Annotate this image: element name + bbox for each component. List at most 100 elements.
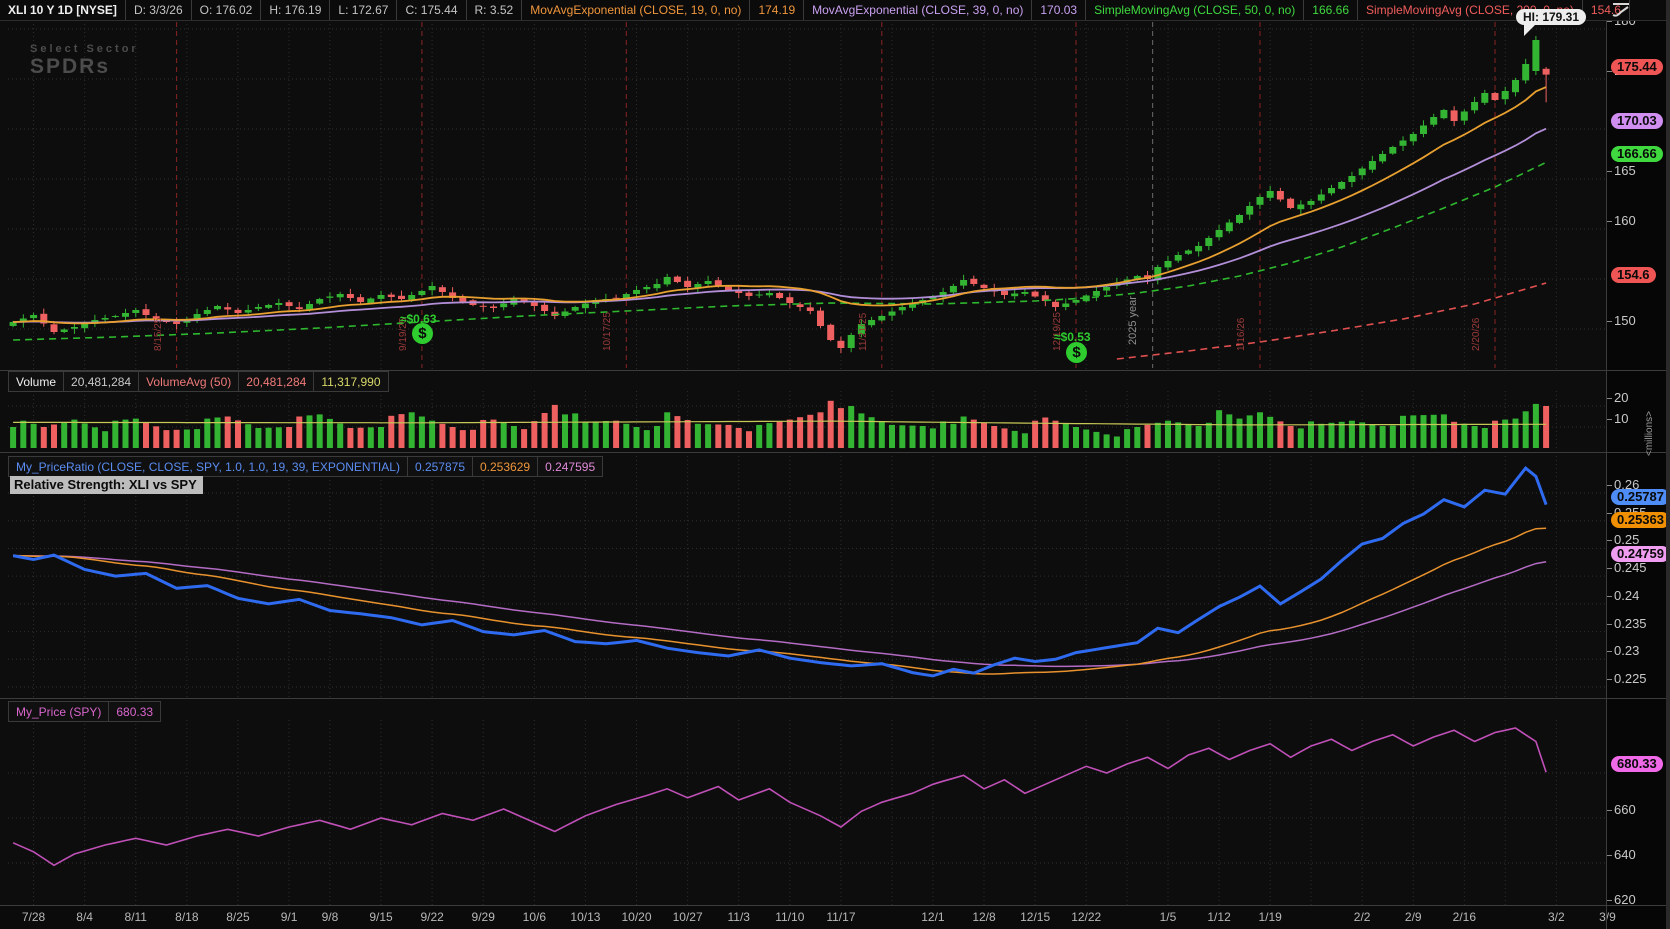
window-right-edge	[1666, 0, 1670, 929]
date-label: 10/13	[570, 910, 601, 924]
volumeavg-label[interactable]: VolumeAvg (50)	[139, 372, 240, 391]
spy-study-label[interactable]: My_Price (SPY)	[9, 702, 110, 721]
relative-strength-panel[interactable]	[0, 456, 1606, 697]
ratio-axis-tick: 0.245	[1607, 560, 1647, 575]
expiration-line-label: 8/15/25	[152, 317, 164, 351]
price-axis-bubble: 154.6	[1611, 267, 1656, 283]
watermark-line1: Select Sector	[30, 43, 139, 55]
volumeavg-value-1: 20,481,284	[239, 372, 315, 391]
price-axis-bubble: 166.66	[1611, 146, 1663, 163]
date-label: 8/11	[124, 910, 147, 924]
price-axis-bubble: 170.03	[1611, 112, 1663, 129]
date-label: 9/15	[369, 910, 393, 924]
priceratio-value: 0.257875	[408, 457, 473, 476]
priceratio-header-row: My_PriceRatio (CLOSE, CLOSE, SPY, 1.0, 1…	[8, 456, 604, 477]
date-label: 10/20	[621, 910, 652, 924]
panel-separator	[0, 698, 1670, 699]
date-label: 8/4	[76, 910, 93, 924]
date-label: 1/19	[1258, 910, 1282, 924]
spy-axis-tick: 640	[1607, 847, 1636, 862]
date-axis[interactable]: 7/28 8/4 8/11 8/18 8/25 9/1 9/8 9/15 9/22 9/29 10/…	[0, 906, 1616, 929]
ratio-axis-tick: 0.235	[1607, 616, 1647, 631]
date-label: 8/25	[226, 910, 250, 924]
date-readout: D: 3/3/26	[126, 0, 192, 20]
priceratio-slow-value: 0.247595	[545, 459, 596, 474]
date-label: 11/3	[727, 910, 750, 924]
volumeavg-value-2: 11,317,990	[321, 374, 381, 389]
dollar-circle-icon: $	[1065, 342, 1087, 363]
date-label: 7/28	[21, 910, 46, 924]
date-label: 8/18	[175, 910, 199, 924]
ratio-axis-tick: 0.25	[1607, 532, 1639, 547]
panel-separator	[0, 452, 1670, 453]
date-label: 9/22	[420, 910, 444, 924]
panel-separator	[0, 905, 1670, 906]
date-label: 2/2	[1353, 910, 1371, 924]
close-readout: C: 175.44	[397, 0, 467, 20]
session-high-callout: HI: 179.31	[1516, 9, 1587, 36]
volume-label[interactable]: Volume	[9, 372, 65, 391]
spy-axis-tick: 620	[1607, 892, 1636, 907]
study-ema19[interactable]: MovAvgExponential (CLOSE, 19, 0, no)	[522, 0, 751, 20]
high-readout: H: 176.19	[261, 0, 331, 20]
date-label: 11/17	[826, 910, 856, 924]
study-ema39-value: 170.03	[1032, 0, 1087, 20]
price-chart-panel[interactable]	[0, 20, 1606, 370]
spy-value: 680.33	[116, 704, 154, 719]
low-readout: L: 172.67	[330, 0, 398, 20]
expiration-line-label: 2/20/26	[1471, 317, 1482, 351]
date-label: 2/9	[1404, 910, 1422, 924]
spdr-watermark: Select Sector SPDRs	[30, 43, 139, 78]
date-label: 3/9	[1599, 910, 1616, 924]
ratio-axis-tick: 0.26	[1607, 477, 1639, 492]
chart-tools-icon[interactable]	[1610, 1, 1632, 19]
expiration-line-label: 11/21/25	[857, 312, 869, 351]
volume-axis-tick: 10	[1607, 411, 1628, 426]
volume-axis-tick: 20	[1607, 390, 1628, 405]
expiration-line-label: 1/16/26	[1235, 317, 1247, 351]
date-label: 2/16	[1452, 910, 1477, 924]
date-label: 10/6	[522, 910, 547, 924]
volume-axis-unit-label: <millions>	[1644, 410, 1655, 456]
chart-header-bar: XLI 10 Y 1D [NYSE] D: 3/3/26 O: 176.02 H: 1…	[0, 0, 1670, 21]
year-boundary-label: 2025 year	[1126, 296, 1139, 345]
ratio-axis-bubble: 0.24759	[1611, 545, 1670, 562]
spy-header-row: My_Price (SPY) 680.33	[8, 701, 162, 722]
date-label: 3/2	[1547, 910, 1565, 924]
study-sma50-value: 166.66	[1304, 0, 1358, 20]
price-axis-tick: 165	[1607, 163, 1636, 178]
date-label: 1/12	[1207, 910, 1231, 924]
price-axis-bubble: 175.44	[1611, 58, 1663, 75]
study-sma50[interactable]: SimpleMovingAvg (CLOSE, 50, 0, no)	[1086, 0, 1305, 20]
date-label: 9/1	[280, 910, 298, 924]
ratio-axis-tick: 0.225	[1607, 671, 1647, 686]
dividend-label: ≈$0.53	[1053, 330, 1091, 344]
price-axis-tick: 160	[1607, 213, 1636, 228]
date-label: 12/8	[972, 910, 996, 924]
relative-strength-label: Relative Strength: XLI vs SPY	[10, 476, 203, 494]
dollar-circle-icon: $	[411, 323, 433, 344]
spy-axis-tick: 660	[1607, 802, 1636, 817]
date-label: 1/5	[1159, 910, 1177, 924]
volume-panel[interactable]	[0, 391, 1606, 451]
range-readout: R: 3.52	[467, 0, 523, 20]
ratio-axis-tick: 0.24	[1607, 588, 1639, 603]
price-axis-tick: 150	[1607, 313, 1636, 328]
study-ema39[interactable]: MovAvgExponential (CLOSE, 39, 0, no)	[804, 0, 1033, 20]
ratio-axis-bubble: 0.25363	[1611, 512, 1670, 529]
dividend-label: ≈$0.63	[399, 312, 437, 326]
volume-header-row: Volume 20,481,284 VolumeAvg (50) 20,481,284…	[8, 371, 389, 392]
price-axis-column[interactable]: 180175165160150175.44170.03166.66154.620…	[1607, 13, 1670, 929]
priceratio-fast-value: 0.253629	[473, 457, 539, 476]
study-ema19-value: 174.19	[750, 0, 805, 20]
date-label: 9/8	[321, 910, 339, 924]
symbol-title: XLI 10 Y 1D [NYSE]	[0, 0, 126, 20]
spy-axis-bubble: 680.33	[1611, 756, 1663, 773]
spy-price-panel[interactable]	[0, 720, 1606, 905]
date-label: 12/1	[921, 910, 945, 924]
priceratio-study-label[interactable]: My_PriceRatio (CLOSE, CLOSE, SPY, 1.0, 1…	[9, 457, 408, 476]
panel-separator	[0, 370, 1670, 371]
date-label: 12/22	[1071, 910, 1102, 924]
ratio-axis-bubble: 0.25787	[1611, 488, 1670, 505]
